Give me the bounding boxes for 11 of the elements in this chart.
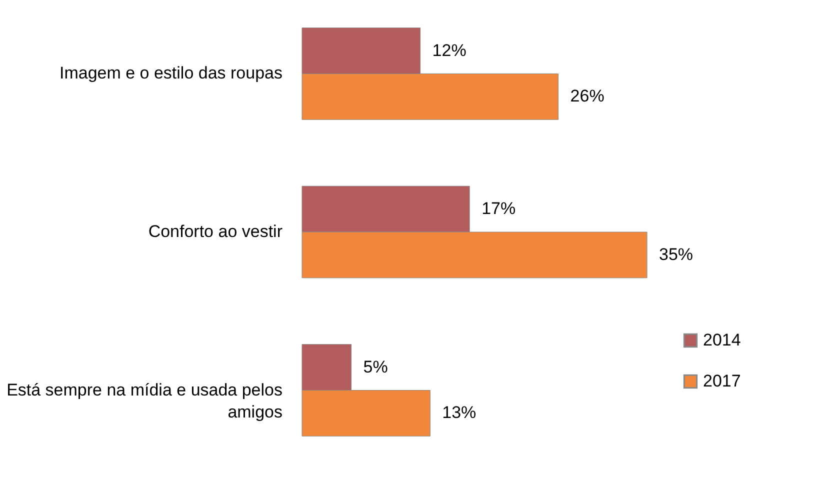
legend-label: 2017 bbox=[703, 372, 741, 390]
data-label: 13% bbox=[442, 403, 476, 422]
data-label: 17% bbox=[482, 199, 516, 218]
data-label: 26% bbox=[570, 86, 604, 106]
y-tick-label: Conforto ao vestir bbox=[148, 222, 283, 241]
legend-label: 2014 bbox=[703, 330, 741, 350]
data-label: 35% bbox=[659, 244, 694, 264]
data-label: 5% bbox=[363, 357, 388, 376]
data-label: 12% bbox=[432, 40, 466, 60]
y-tick-label: Está sempre na mídia e usada pelos amigos bbox=[6, 380, 282, 422]
y-tick-label: Imagem e o estilo das roupas bbox=[59, 64, 282, 83]
